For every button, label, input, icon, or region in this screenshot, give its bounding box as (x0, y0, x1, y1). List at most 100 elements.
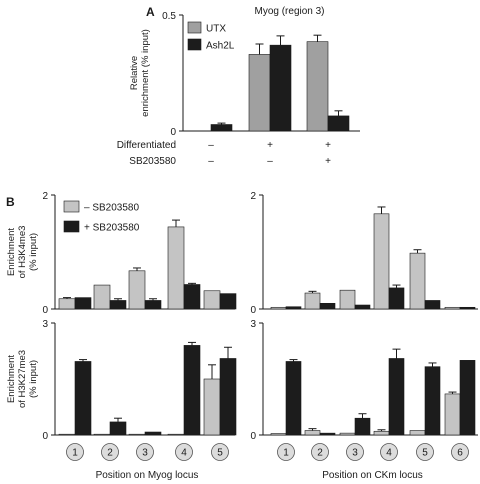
condition-row-label: SB203580 (129, 156, 176, 167)
legend-swatch (63, 220, 80, 233)
position-circle (66, 443, 84, 461)
position-label: 4 (181, 448, 187, 459)
bar-sb203580-5 (424, 366, 441, 436)
bar-sb203580-1 (74, 297, 92, 310)
bar-sb203580-1 (58, 298, 76, 310)
bar-ash2l-1 (210, 124, 233, 132)
chart-b-myog-h3k27me3: 0 3 Enrichment of H3K27me3 (% input) 1 2 3 4 5 Pos… (6, 319, 237, 481)
position-circle (136, 443, 154, 461)
position-label: 6 (457, 448, 463, 459)
position-circle (311, 443, 329, 461)
position-label: 4 (386, 448, 392, 459)
bar-ash2l-3 (327, 115, 350, 132)
legend-swatch (187, 38, 202, 51)
position-label: 2 (107, 448, 113, 459)
position-label: 5 (422, 448, 428, 459)
bar-sb203580-4 (183, 284, 201, 310)
condition-marker: – (208, 140, 214, 151)
bar-sb203580-1 (58, 433, 76, 436)
bar-sb203580-1 (74, 361, 92, 436)
condition-marker: – (208, 156, 214, 167)
x-axis-label: Position on CKm locus (322, 470, 423, 481)
chart-a: 0 0.5 Relative enrichment (% input) Myog (re… (117, 6, 360, 167)
bar-sb203580-3 (339, 432, 356, 436)
bar-sb203580-5 (409, 252, 426, 310)
bar-sb203580-2 (304, 292, 321, 310)
bar-sb203580-5 (203, 290, 221, 310)
chart-title: Myog (region 3) (254, 6, 324, 17)
legend-swatch (187, 21, 202, 34)
bar-sb203580-2 (304, 430, 321, 436)
panel-a-label: A (146, 5, 155, 19)
bar-sb203580-5 (203, 378, 221, 436)
bar-sb203580-5 (219, 293, 237, 310)
bar-sb203580-6 (444, 393, 461, 436)
bar-sb203580-4 (183, 345, 201, 436)
bar-sb203580-2 (109, 300, 127, 310)
bar-sb203580-6 (459, 360, 476, 436)
y-axis-label: of H3K27me3 (17, 350, 28, 408)
position-label: 5 (217, 448, 223, 459)
bar-sb203580-3 (339, 289, 356, 310)
y-tick-label: 0 (42, 305, 48, 316)
position-circle (416, 443, 434, 461)
bar-sb203580-2 (93, 433, 111, 436)
condition-row-label: Differentiated (117, 140, 176, 151)
bar-sb203580-3 (128, 433, 146, 436)
bar-sb203580-3 (128, 270, 146, 310)
bar-sb203580-3 (144, 300, 162, 310)
bar-sb203580-1 (285, 361, 302, 436)
y-axis-label: Enrichment (6, 355, 17, 403)
panel-b-label: B (6, 195, 15, 209)
position-circle (346, 443, 364, 461)
position-label: 2 (317, 448, 323, 459)
position-label: 1 (72, 448, 78, 459)
y-tick-label: 0 (42, 431, 48, 442)
bar-sb203580-2 (109, 421, 127, 436)
y-axis-label: Enrichment (6, 228, 17, 276)
bar-sb203580-3 (354, 417, 371, 436)
position-label: 3 (142, 448, 148, 459)
position-circle (101, 443, 119, 461)
condition-marker: + (325, 140, 331, 151)
chart-b-ckm-h3k4me3: 02 (250, 191, 478, 316)
y-tick-label: 2 (250, 191, 256, 202)
bar-sb203580-4 (167, 226, 185, 310)
legend-label: Ash2L (206, 41, 235, 52)
bar-sb203580-5 (219, 358, 237, 436)
bar-sb203580-4 (373, 213, 390, 310)
bar-utx-2 (248, 54, 271, 132)
y-tick-label: 0 (250, 431, 256, 442)
bar-sb203580-2 (319, 432, 336, 436)
y-tick-label: 3 (42, 319, 48, 330)
bar-sb203580-6 (459, 306, 476, 310)
y-tick-label: 0.5 (162, 11, 176, 22)
y-tick-label: 0 (250, 305, 256, 316)
bar-sb203580-1 (285, 306, 302, 310)
charts-layer: 0 0.5 Relative enrichment (% input) Myog (re… (6, 6, 478, 481)
condition-marker: + (325, 156, 331, 167)
bar-ash2l-2 (269, 44, 292, 132)
bar-sb203580-4 (373, 430, 390, 436)
y-axis-label: (% input) (28, 233, 39, 271)
y-axis-label: of H3K4me3 (17, 226, 28, 279)
bar-sb203580-5 (409, 430, 426, 436)
bar-sb203580-6 (444, 306, 461, 310)
chart-b-ckm-h3k27me3: 0 3 1 2 3 4 5 6 Position on CKm locus (250, 319, 478, 481)
bar-sb203580-2 (319, 302, 336, 310)
bar-utx-3 (306, 41, 329, 132)
position-circle (380, 443, 398, 461)
bar-sb203580-1 (270, 306, 287, 310)
legend-label: – SB203580 (84, 203, 139, 214)
position-circle (211, 443, 229, 461)
bar-sb203580-1 (270, 433, 287, 436)
condition-marker: + (267, 140, 273, 151)
y-axis-label: (% input) (28, 360, 39, 398)
y-tick-label: 2 (42, 191, 48, 202)
legend-label: UTX (206, 24, 226, 35)
bar-sb203580-3 (144, 431, 162, 436)
position-circle (175, 443, 193, 461)
y-tick-label: 3 (250, 319, 256, 330)
legend-label: + SB203580 (84, 223, 140, 234)
